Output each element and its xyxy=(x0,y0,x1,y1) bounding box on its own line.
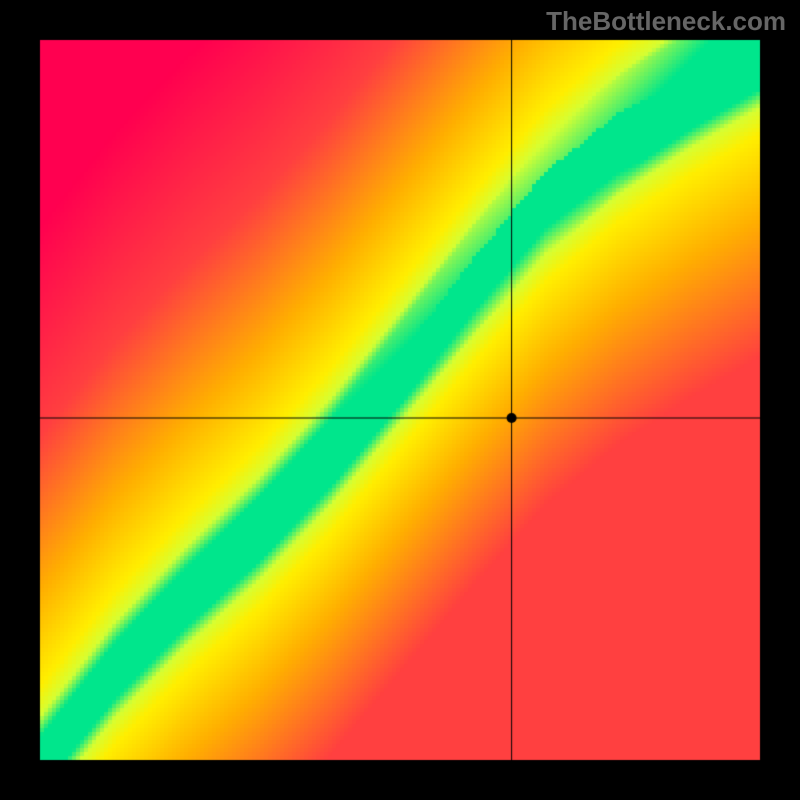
watermark-text: TheBottleneck.com xyxy=(546,6,786,37)
bottleneck-heatmap-canvas xyxy=(0,0,800,800)
chart-container: TheBottleneck.com xyxy=(0,0,800,800)
